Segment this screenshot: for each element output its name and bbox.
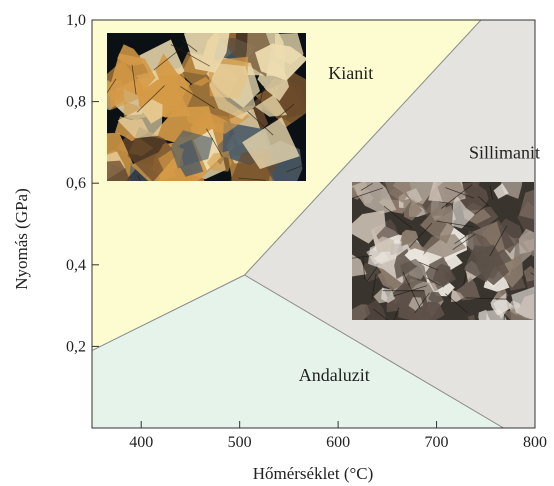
x-tick-label: 400	[129, 434, 153, 451]
boundary-kianit-sillimanit	[244, 20, 482, 276]
boundary-kianit-andaluzit	[92, 274, 245, 351]
x-axis-ticks: 400 500 600 700 800	[129, 421, 547, 451]
label-kianit: Kianit	[328, 63, 373, 83]
field-labels: Kianit Sillimanit Andaluzit	[299, 63, 540, 385]
y-tick-label: 1,0	[66, 12, 86, 29]
y-tick-label: 0,8	[66, 94, 86, 111]
x-tick-label: 800	[523, 434, 547, 451]
y-tick-label: 0,2	[66, 338, 86, 355]
x-tick-label: 500	[228, 434, 252, 451]
y-tick-label: 0,6	[66, 175, 86, 192]
y-axis-ticks: 0,2 0,4 0,6 0,8 1,0	[66, 12, 99, 355]
x-tick-label: 700	[425, 434, 449, 451]
field-andaluzit	[92, 275, 504, 428]
y-tick-label: 0,4	[66, 257, 86, 274]
photo-layer	[107, 33, 534, 320]
x-axis-label: Hőmérséklet (°C)	[253, 464, 374, 483]
y-axis-label: Nyomás (GPa)	[12, 188, 31, 290]
phase-boundaries	[92, 20, 504, 428]
label-sillimanit: Sillimanit	[469, 143, 540, 163]
kianit-photo	[107, 33, 306, 181]
boundary-andaluzit-sillimanit	[244, 274, 504, 428]
sillimanit-photo	[352, 182, 534, 320]
label-andaluzit: Andaluzit	[299, 365, 370, 385]
x-tick-label: 600	[326, 434, 350, 451]
plot-frame	[91, 19, 536, 429]
